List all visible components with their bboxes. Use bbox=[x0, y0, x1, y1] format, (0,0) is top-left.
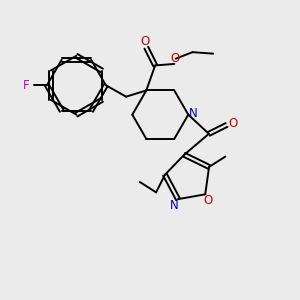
Text: O: O bbox=[140, 35, 149, 48]
Text: N: N bbox=[189, 107, 198, 120]
Text: F: F bbox=[22, 79, 29, 92]
Text: O: O bbox=[171, 52, 180, 64]
Text: O: O bbox=[228, 117, 238, 130]
Text: N: N bbox=[170, 199, 179, 212]
Text: O: O bbox=[203, 194, 213, 207]
